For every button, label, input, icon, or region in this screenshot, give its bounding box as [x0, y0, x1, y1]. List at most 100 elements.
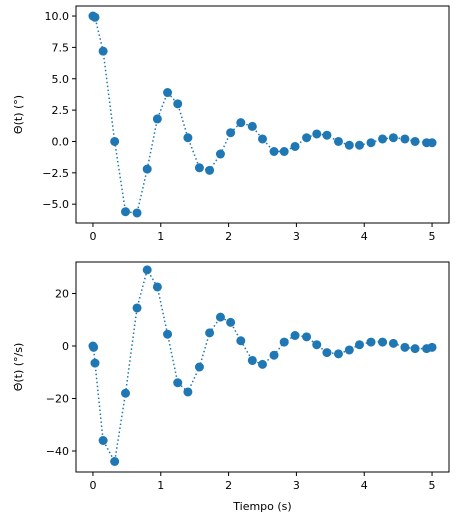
theta-dot-data-point — [173, 378, 183, 388]
theta-data-point — [236, 118, 246, 128]
theta-data-point — [354, 140, 364, 150]
theta-x-tick-label: 0 — [89, 230, 96, 243]
theta-x-ticks: 0 1 2 3 4 5 — [89, 223, 436, 243]
theta-data-point — [400, 134, 410, 144]
theta-x-tick-label: 3 — [293, 230, 300, 243]
theta-y-tick-label: 10.0 — [45, 10, 70, 23]
theta-data-point — [215, 149, 225, 159]
theta-y-tick-label: 5.0 — [52, 73, 70, 86]
theta-data-point — [378, 134, 388, 144]
theta-dot-data-point — [90, 358, 100, 368]
theta-dot-data-point — [194, 362, 204, 372]
theta-data-point — [110, 136, 120, 146]
theta-dot-plot-frame — [75, 261, 450, 473]
theta-dot-y-tick-label: −20 — [46, 393, 69, 406]
theta-dot-data-point — [290, 331, 300, 340]
theta-dot-y-tick-label: 20 — [55, 288, 69, 301]
theta-dot-data-point — [152, 282, 162, 292]
theta-x-tick-label: 2 — [225, 230, 232, 243]
theta-dot-data-point — [215, 312, 225, 322]
theta-dot-x-tick-label: 3 — [293, 479, 300, 492]
theta-data-point — [194, 163, 204, 173]
theta-dot-data-point — [258, 359, 267, 369]
theta-data-point — [205, 165, 215, 175]
theta-dot-series — [88, 265, 437, 466]
theta-dot-data-point — [366, 337, 376, 347]
theta-y-tick-label: 7.5 — [52, 41, 70, 54]
theta-dot-x-tick-label: 2 — [225, 479, 232, 492]
theta-dot-data-point — [269, 350, 279, 360]
theta-dot-y-tick-label: 0 — [62, 340, 69, 353]
theta-series — [88, 11, 437, 218]
theta-data-point — [258, 134, 267, 144]
theta-dot-x-axis-label: Tiempo (s) — [232, 500, 291, 513]
theta-dot-data-point — [132, 303, 142, 313]
theta-y-tick-label: −2.5 — [42, 167, 69, 180]
theta-dot-data-point — [247, 355, 257, 365]
theta-dot-y-axis-label: Θ̇(t) (°/s) — [12, 343, 25, 392]
theta-data-point — [366, 138, 376, 148]
theta-dot-x-ticks: 0 1 2 3 4 5 — [89, 472, 436, 492]
theta-data-point — [121, 207, 131, 217]
theta-data-point — [247, 121, 257, 131]
theta-data-point — [142, 164, 152, 174]
theta-x-tick-label: 1 — [157, 230, 164, 243]
theta-y-tick-label: 2.5 — [52, 104, 70, 117]
theta-x-tick-label: 5 — [429, 230, 436, 243]
theta-y-ticks: −5.0 −2.5 0.0 2.5 5.0 7.5 10.0 — [42, 10, 76, 211]
theta-dot-data-point — [183, 387, 193, 397]
theta-plot: 0 1 2 3 4 5 −5.0 −2.5 0.0 2.5 5.0 7.5 10.0 Θ(t) (°) — [12, 5, 450, 243]
theta-dot-data-point — [226, 317, 236, 327]
theta-dot-data-point — [121, 388, 131, 398]
theta-y-axis-label: Θ(t) (°) — [12, 95, 25, 134]
theta-y-tick-label: 0.0 — [52, 135, 70, 148]
theta-dot-data-point — [333, 349, 343, 359]
theta-data-point — [132, 208, 142, 218]
theta-data-point — [302, 133, 312, 143]
theta-data-point — [427, 138, 437, 148]
theta-data-point — [279, 147, 289, 157]
theta-dot-data-point — [354, 340, 364, 350]
theta-data-point — [388, 133, 398, 143]
theta-data-point — [410, 136, 420, 146]
theta-dot-x-tick-label: 5 — [429, 479, 436, 492]
theta-data-point — [290, 141, 300, 151]
theta-data-point — [333, 136, 343, 146]
theta-dot-data-point — [344, 345, 354, 355]
theta-data-point — [152, 114, 162, 124]
theta-dot-data-point — [378, 337, 388, 347]
theta-dot-data-point — [236, 336, 246, 346]
theta-dot-data-point — [98, 436, 108, 445]
theta-data-point — [312, 129, 322, 139]
theta-dot-x-tick-label: 1 — [157, 479, 164, 492]
theta-dot-x-tick-label: 0 — [89, 479, 96, 492]
theta-plot-frame — [75, 5, 450, 224]
theta-dot-x-tick-label: 4 — [361, 479, 368, 492]
theta-dot-plot: 0 1 2 3 4 5 −40 −20 0 20 Θ̇(t) (°/s) Tiempo (s) — [12, 261, 450, 513]
theta-data-point — [183, 133, 193, 143]
theta-series-line — [92, 15, 433, 214]
theta-dot-data-point — [163, 329, 173, 339]
theta-dot-data-point — [279, 337, 289, 347]
theta-data-point — [98, 46, 108, 56]
theta-dot-data-point — [89, 342, 99, 352]
theta-dot-y-ticks: −40 −20 0 20 — [46, 288, 76, 458]
theta-x-tick-label: 4 — [361, 230, 368, 243]
theta-dot-data-point — [322, 348, 332, 358]
theta-data-point — [226, 128, 236, 138]
theta-dot-data-point — [312, 340, 322, 350]
theta-dot-data-point — [302, 332, 312, 342]
theta-data-point — [90, 12, 100, 22]
theta-dot-data-point — [400, 342, 410, 352]
theta-dot-data-point — [388, 338, 398, 348]
theta-dot-data-point — [427, 342, 437, 352]
theta-data-point — [173, 99, 183, 109]
theta-dot-data-point — [205, 328, 215, 338]
theta-data-point — [269, 147, 279, 157]
theta-dot-y-tick-label: −40 — [46, 445, 69, 458]
theta-y-tick-label: −5.0 — [42, 198, 69, 211]
theta-data-point — [322, 130, 332, 140]
theta-dot-data-point — [142, 265, 152, 275]
theta-dot-data-point — [410, 344, 420, 354]
